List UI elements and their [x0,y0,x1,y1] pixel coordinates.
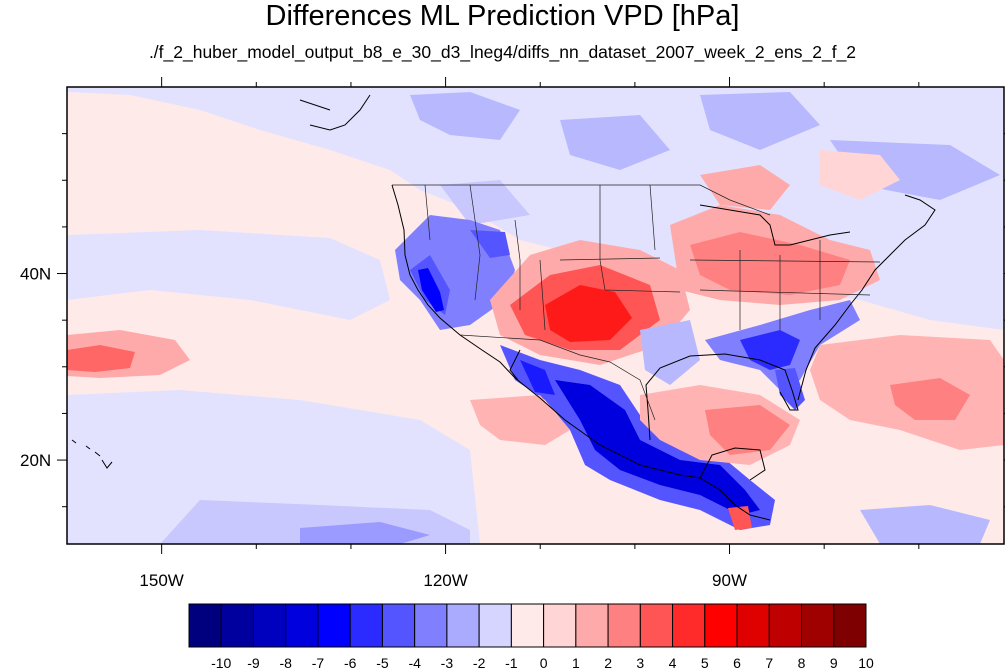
colorbar-label: -8 [279,655,292,671]
colorbar-swatch [801,603,835,648]
field-red-eastpacific [470,395,570,445]
colorbar-swatch [252,603,287,648]
field-blue-sierra-madre [520,360,555,395]
colorbar-label: -5 [376,655,389,671]
field-cool-pacific-core [300,522,430,544]
colorbar-label: 1 [572,655,580,671]
coastline-west [391,184,771,521]
colorbar-swatch [414,603,448,648]
colorbar-swatch [510,603,545,648]
state-lines-west [424,184,546,331]
field-red-pacific-west-core [67,345,135,372]
field-red-southwest-core [545,285,632,342]
colorbar-swatch [381,603,416,648]
colorbar-swatch [575,603,609,648]
colorbar-label: 5 [701,655,709,671]
colorbar-label: 3 [636,655,644,671]
colorbar-swatch [188,603,222,648]
axis-tick-labels: 150W 120W 90W 40N 20N [20,265,747,590]
coastline-yucatan [699,447,766,481]
field-layer [67,87,1004,544]
colorbar-label: -1 [505,655,518,671]
colorbar-label: 4 [669,655,677,671]
axis-ticks [57,77,1005,554]
us-mexico-border [459,334,656,421]
colorbar-label: -10 [211,655,231,671]
field-red-northeast [700,165,790,210]
map-title: Differences ML Prediction VPD [hPa] [265,0,740,32]
field-blue-north-5 [440,180,530,225]
coastline-gulf [509,349,799,441]
field-blue-idaho [470,230,510,258]
colorbar-swatch [285,603,319,648]
field-red-gulf-core [705,405,790,455]
state-borders [392,184,881,421]
colorbar-swatch [543,603,577,648]
field-cool-south-band [67,390,480,544]
field-cool-west-band [67,230,390,320]
colorbar-label: -9 [247,655,260,671]
field-blue-southeast-core [740,330,800,370]
field-blue-north-1 [410,92,520,140]
x-tick-label: 150W [139,571,183,590]
colorbar-label: 0 [540,655,548,671]
colorbar-label: -2 [473,655,486,671]
coastline-hawaii [71,439,113,469]
state-lines-central [559,184,681,293]
colorbar-label: 6 [733,655,741,671]
colorbar-swatch [446,603,480,648]
colorbar-label: -4 [408,655,421,671]
colorbar-label: 7 [765,655,773,671]
state-lines-east [689,240,881,330]
map-frame [66,86,1005,545]
field-blue-caribbean [860,505,990,544]
colorbar-swatch [768,603,803,648]
field-blue-california [418,268,444,312]
coastline-great-lakes [699,204,851,246]
us-canada-border [392,184,771,216]
x-tick-label: 120W [423,571,467,590]
colorbar-label: -6 [344,655,357,671]
field-red-atlantic-core [890,378,970,420]
map-subtitle: ./f_2_huber_model_output_b8_e_30_d3_lneg… [148,42,857,62]
field-blue-florida [775,368,805,410]
colorbar-swatch [704,603,738,648]
colorbar-label: 8 [798,655,806,671]
colorbar-label: 9 [830,655,838,671]
colorbar-swatch [672,603,706,648]
coastline-east [797,194,936,401]
colorbar-swatch [349,603,383,648]
colorbar-labels: -10 -9 -8 -7 -6 -5 -4 -3 -2 -1 0 1 2 3 4 5 6 7 8 9 10 [211,655,874,671]
colorbar [188,603,867,648]
x-tick-label: 90W [712,571,747,590]
y-tick-label: 20N [20,451,51,470]
colorbar-label: -3 [441,655,454,671]
field-blue-texas-coast [640,320,700,385]
colorbar-swatch [317,603,351,648]
colorbar-label: -7 [312,655,325,671]
coastline-canada-west [299,94,371,131]
field-blue-mexico-core [555,380,760,515]
field-blue-north-3 [700,92,820,150]
colorbar-swatch [607,603,641,648]
field-blue-north-2 [560,115,670,170]
colorbar-label: 2 [604,655,612,671]
colorbar-swatch [220,603,254,648]
field-red-midwest-core [690,232,850,295]
y-tick-label: 40N [20,265,51,284]
colorbar-swatch [478,603,512,648]
field-red-ontario [820,150,900,200]
colorbar-swatch [736,603,770,648]
colorbar-label: 10 [858,655,874,671]
coastlines [71,94,936,521]
colorbar-swatch [639,603,674,648]
colorbar-swatch [833,603,867,648]
